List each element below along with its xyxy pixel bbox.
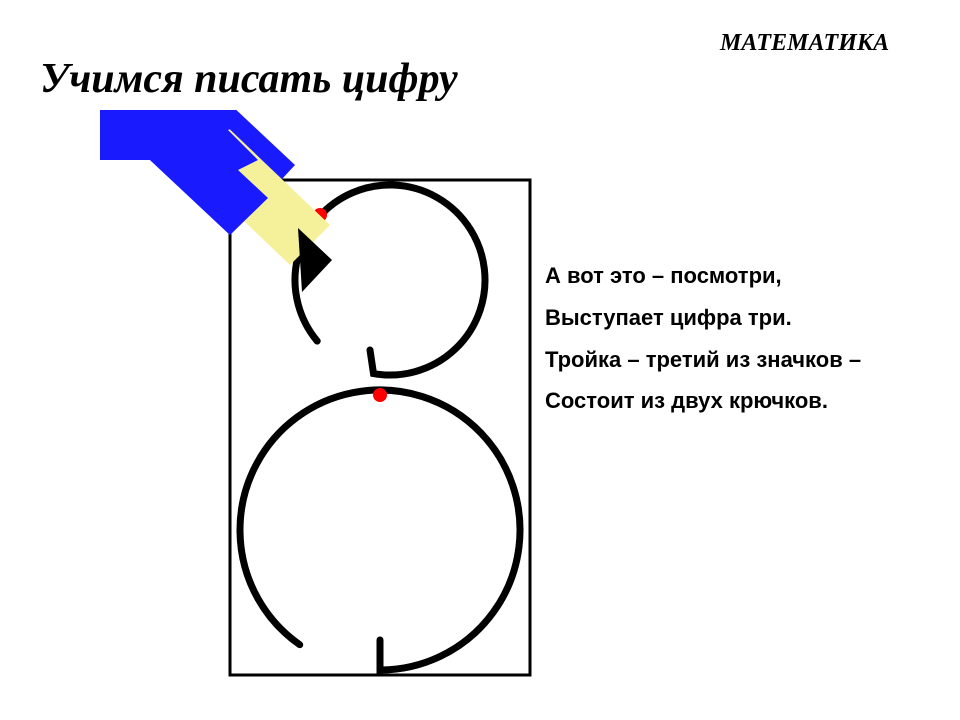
digit-figure [100,110,540,700]
slide-title: Учимся писать цифру [40,55,458,103]
poem-line: А вот это – посмотри, [545,255,861,297]
slide-canvas: МАТЕМАТИКА Учимся писать цифру А вот это… [0,0,960,720]
poem-line: Выступает цифра три. [545,297,861,339]
poem-block: А вот это – посмотри, Выступает цифра тр… [545,255,861,422]
start-dot-bottom [373,388,387,402]
poem-line: Состоит из двух крючков. [545,380,861,422]
subject-label: МАТЕМАТИКА [720,30,889,57]
poem-line: Тройка – третий из значков – [545,339,861,381]
bottom-hook-arc [240,390,520,670]
